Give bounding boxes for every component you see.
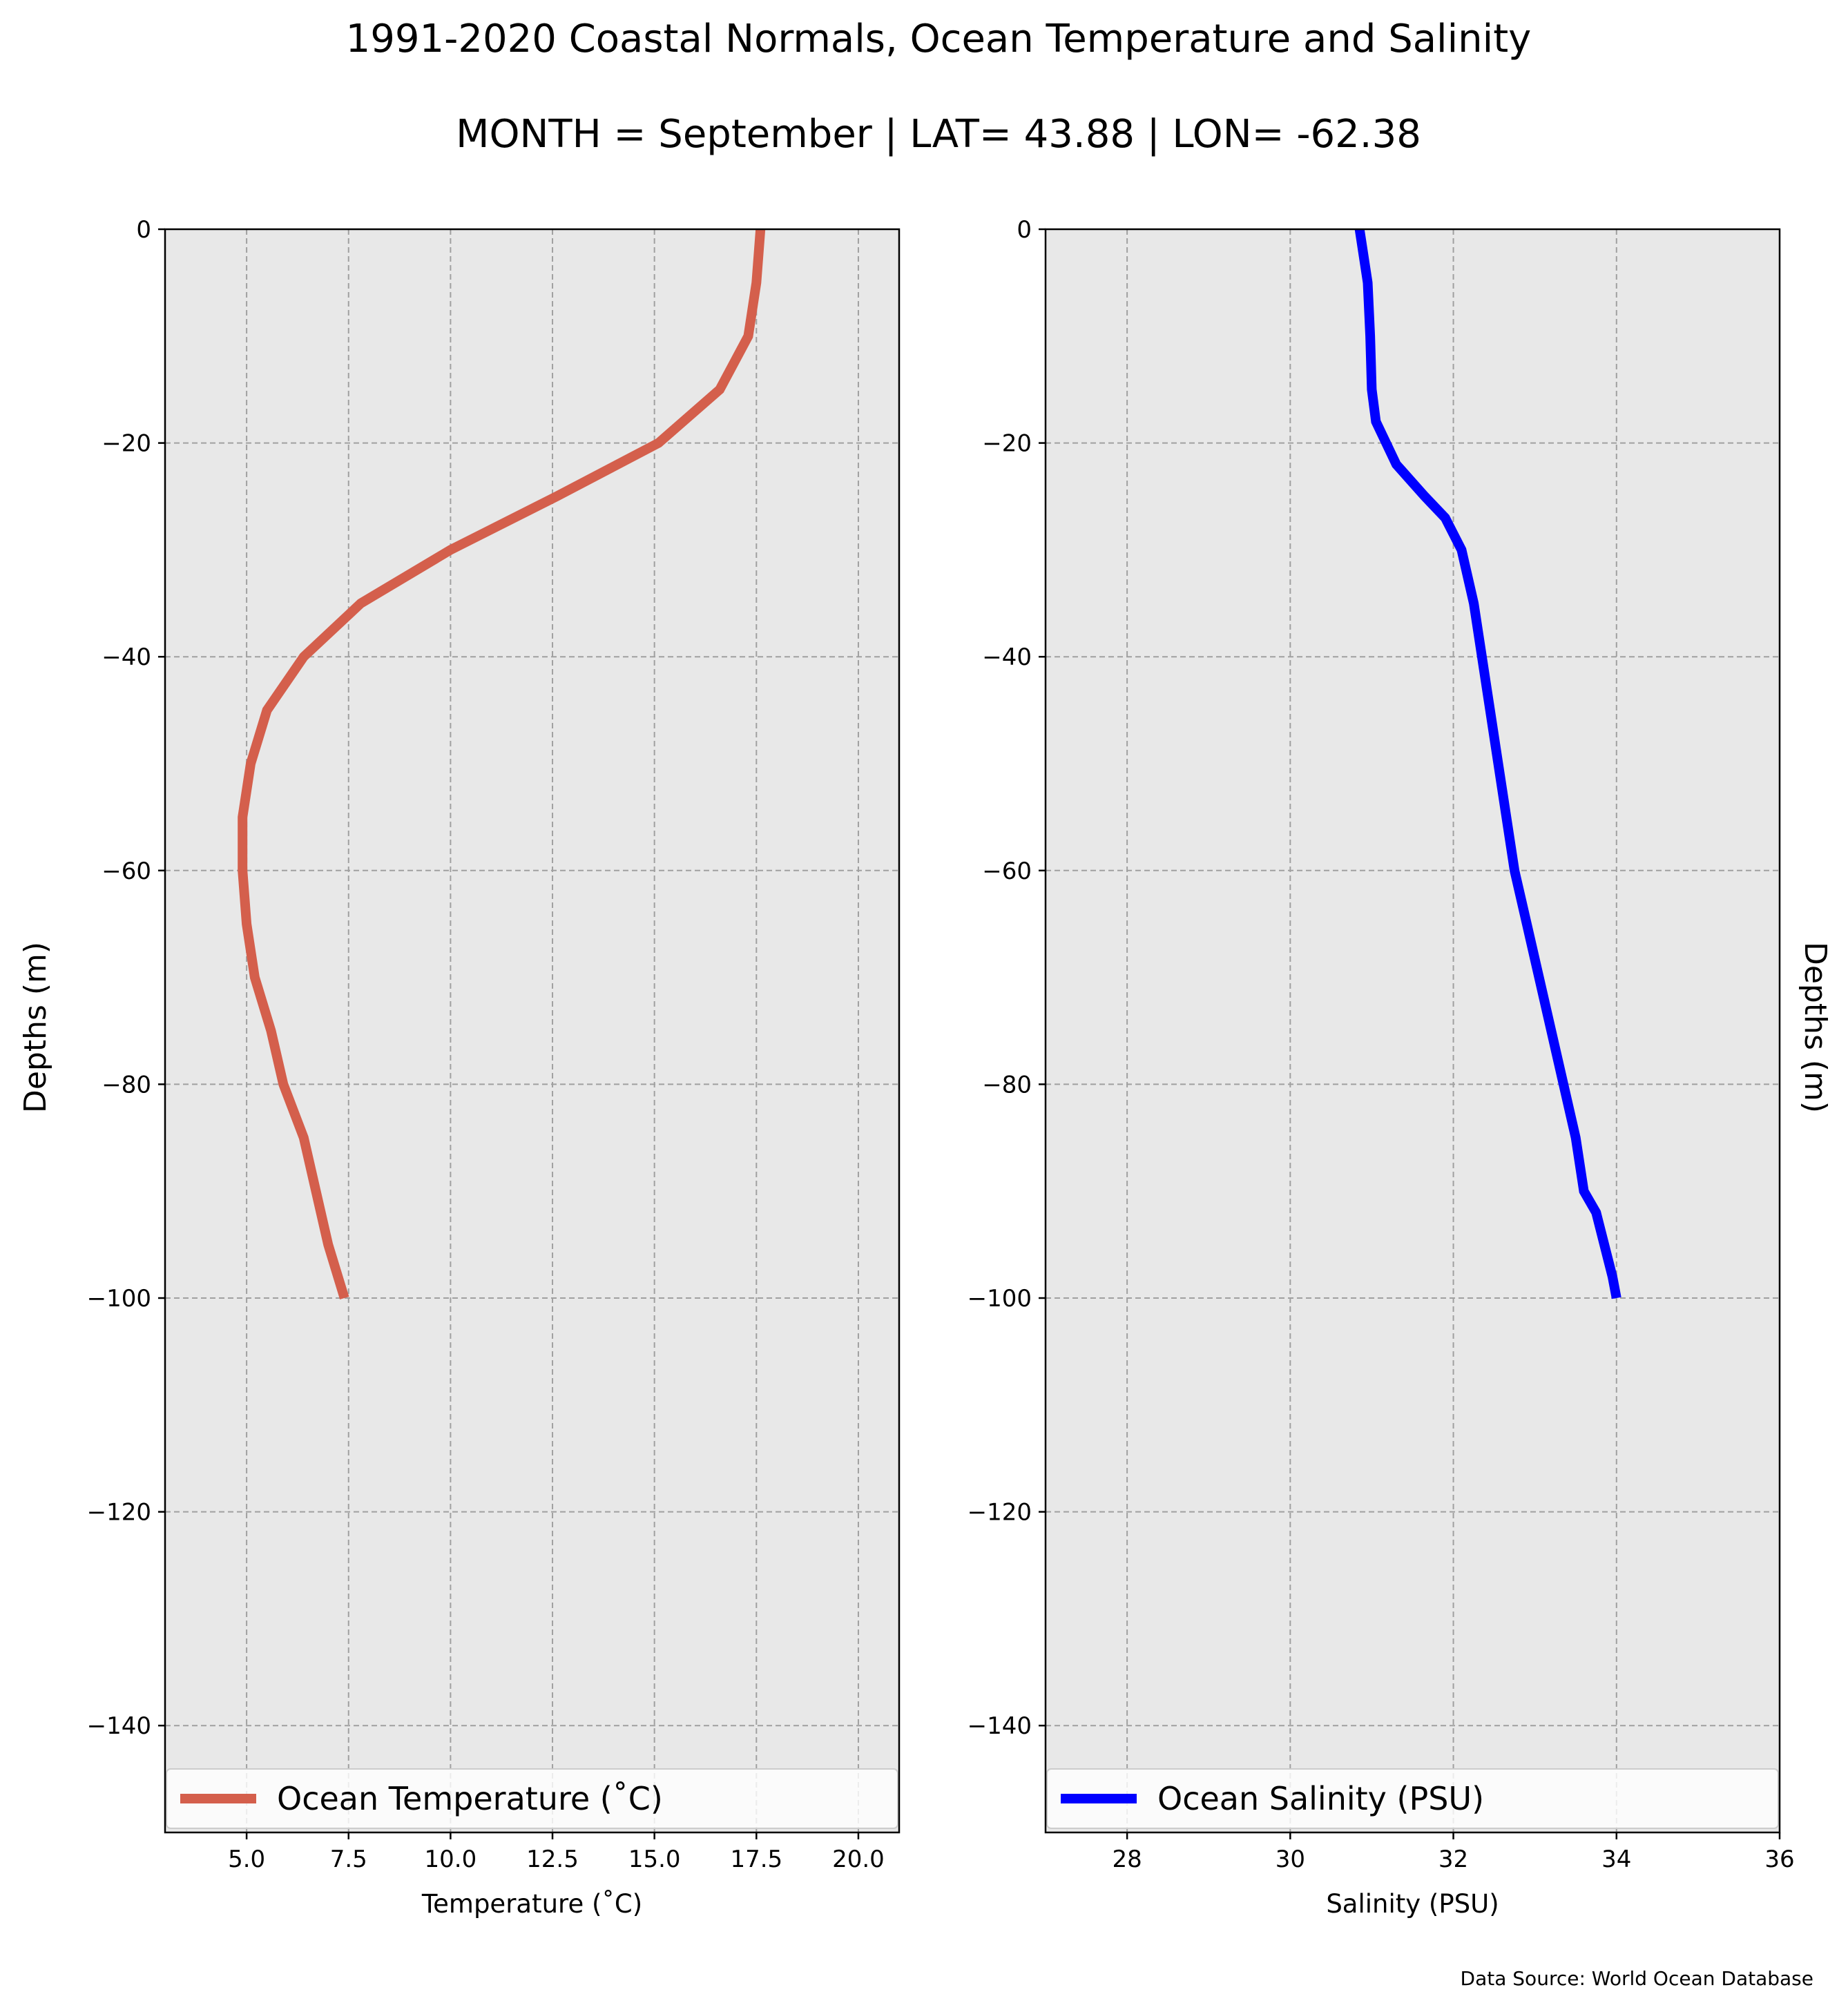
y-tick-label: −140: [968, 1712, 1032, 1740]
legend-frame: [1046, 1768, 1779, 1829]
x-tick-label: 15.0: [628, 1846, 681, 1873]
temperature-panel: Ocean Temperature (˚C) 5.0 7.5 10.0 12.5 15.0…: [87, 216, 901, 1919]
plot-area: [165, 229, 899, 1832]
y-tick-label: −120: [87, 1499, 151, 1527]
y-tick-label: −100: [968, 1285, 1032, 1313]
series-line: [1354, 228, 1621, 1299]
axes-frame: [1044, 228, 1781, 1834]
axes-frame: [164, 228, 901, 1834]
legend-label: Ocean Temperature (˚C): [277, 1780, 663, 1817]
x-tick-label: 10.0: [425, 1846, 477, 1873]
chart-subtitle: MONTH = September | LAT= 43.88 | LON= -6…: [456, 112, 1421, 157]
x-tick-label: 30: [1276, 1846, 1305, 1873]
y-tick-label: −100: [87, 1285, 151, 1313]
legend-label: Ocean Salinity (PSU): [1157, 1780, 1484, 1817]
series-line: [238, 229, 766, 1300]
y-tick-label: 0: [1017, 216, 1032, 244]
x-tick-label: 17.5: [730, 1846, 782, 1873]
x-tick-label: 32: [1438, 1846, 1468, 1873]
legend: Ocean Temperature (˚C): [166, 1768, 898, 1829]
temperature-x-axis-label: Temperature (˚C): [421, 1889, 642, 1919]
right-y-axis-label: Depths (m): [1798, 942, 1833, 1113]
y-tick-label: 0: [136, 216, 151, 244]
y-tick-label: −60: [982, 858, 1032, 885]
y-tick-label: −80: [982, 1071, 1032, 1099]
legend-frame: [166, 1768, 898, 1829]
legend: Ocean Salinity (PSU): [1046, 1768, 1779, 1829]
plot-area: [1046, 229, 1780, 1832]
salinity-panel: Ocean Salinity (PSU) 28 30 32 34 36 0 −20 −40 −60…: [968, 216, 1795, 1919]
y-tick-label: −20: [102, 430, 151, 458]
x-tick-label: 7.5: [330, 1846, 367, 1873]
salinity-x-axis-label: Salinity (PSU): [1326, 1889, 1499, 1919]
y-tick-label: −140: [87, 1712, 151, 1740]
y-tick-label: −60: [102, 858, 151, 885]
y-tick-label: −120: [968, 1499, 1032, 1527]
x-tick-label: 5.0: [228, 1846, 265, 1873]
y-tick-label: −80: [102, 1071, 151, 1099]
x-tick-label: 20.0: [832, 1846, 885, 1873]
x-tick-label: 34: [1601, 1846, 1631, 1873]
x-tick-label: 36: [1764, 1846, 1794, 1873]
y-tick-label: −20: [982, 430, 1032, 458]
x-tick-label: 28: [1112, 1846, 1142, 1873]
x-tick-label: 12.5: [526, 1846, 579, 1873]
data-source-note: Data Source: World Ocean Database: [1461, 1967, 1813, 1990]
chart-title: 1991-2020 Coastal Normals, Ocean Tempera…: [346, 17, 1532, 61]
left-y-axis-label: Depths (m): [18, 942, 53, 1113]
y-tick-label: −40: [102, 644, 151, 671]
y-tick-label: −40: [982, 644, 1032, 671]
